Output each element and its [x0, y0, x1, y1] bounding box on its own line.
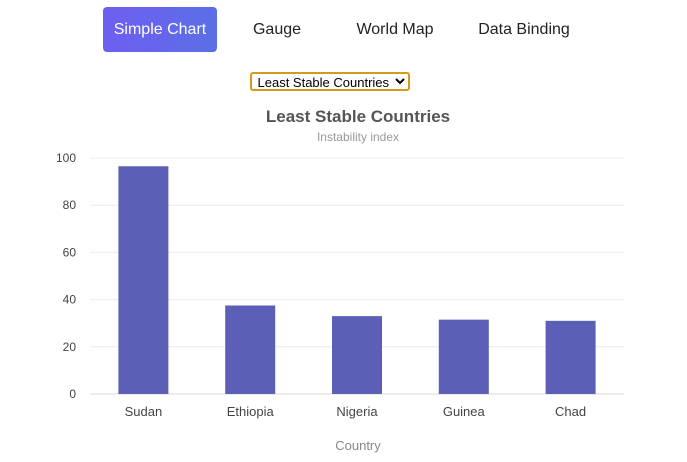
y-tick-label: 60 [63, 245, 77, 259]
tab-gauge[interactable]: Gauge [252, 20, 302, 38]
y-tick-label: 80 [63, 198, 77, 212]
y-tick-label: 0 [69, 387, 76, 401]
y-axis: 0 20 40 60 80 100 [56, 151, 76, 401]
y-tick-label: 100 [56, 151, 76, 165]
chart-selector-wrap: Least Stable Countries [0, 72, 687, 91]
bar-nigeria[interactable] [332, 316, 382, 394]
x-tick-label: Ethiopia [227, 404, 275, 419]
x-axis: Sudan Ethiopia Nigeria Guinea Chad [125, 404, 587, 419]
bar-guinea[interactable] [438, 319, 489, 394]
tab-data-binding[interactable]: Data Binding [478, 20, 570, 38]
x-tick-label: Guinea [443, 404, 486, 419]
x-tick-label: Chad [555, 404, 586, 419]
chart-title: Least Stable Countries [266, 107, 450, 126]
bar-ethiopia[interactable] [225, 305, 276, 395]
y-tick-label: 20 [63, 340, 77, 354]
chart-subtitle: Instability index [317, 130, 399, 144]
tab-simple-chart[interactable]: Simple Chart [103, 7, 217, 52]
tab-world-map[interactable]: World Map [356, 20, 434, 38]
y-tick-label: 40 [63, 293, 77, 307]
bar-sudan[interactable] [118, 166, 169, 394]
bar-chart: Least Stable Countries Instability index… [56, 107, 624, 453]
bar-chad[interactable] [545, 320, 596, 394]
chart-grid [90, 157, 624, 395]
chart-selector[interactable]: Least Stable Countries [249, 72, 410, 91]
x-tick-label: Sudan [125, 404, 163, 419]
x-axis-title: Country [335, 438, 381, 453]
tab-bar: Simple Chart Gauge World Map Data Bindin… [103, 7, 587, 52]
x-tick-label: Nigeria [336, 404, 378, 419]
bars [118, 166, 596, 395]
